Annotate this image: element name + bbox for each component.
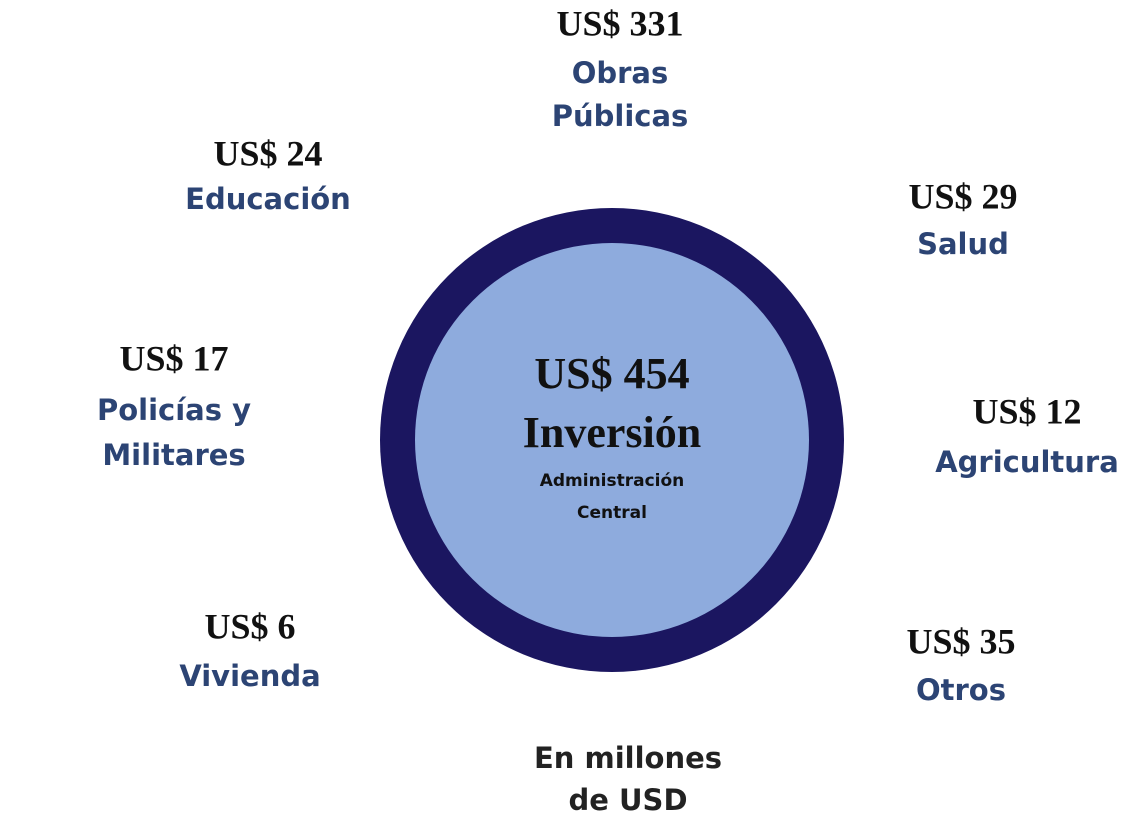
item-amount: US$ 24	[213, 133, 322, 173]
item-amount: US$ 17	[119, 338, 228, 378]
center-subtitle: Administración	[540, 471, 685, 491]
item-name: Públicas	[552, 99, 689, 133]
footer: En millones	[534, 741, 722, 775]
item-name: Obras	[572, 56, 669, 90]
item-amount: US$ 35	[906, 621, 1015, 661]
item-amount: US$ 12	[972, 391, 1081, 431]
item-amount: US$ 331	[556, 3, 683, 43]
item-amount: US$ 29	[908, 176, 1017, 216]
item-name: Agricultura	[935, 445, 1119, 479]
item-name: Vivienda	[179, 659, 320, 693]
item-name: Militares	[102, 438, 245, 472]
item-name: Educación	[185, 182, 351, 216]
center-title: Inversión	[523, 408, 701, 457]
center-amount: US$ 454	[534, 349, 689, 398]
item-name: Salud	[917, 227, 1009, 261]
item-amount: US$ 6	[204, 606, 295, 646]
item-name: Otros	[916, 673, 1006, 707]
center-subtitle: Central	[577, 503, 647, 523]
footer: de USD	[568, 783, 687, 816]
inner-circle	[415, 243, 809, 637]
item-name: Policías y	[97, 393, 251, 427]
